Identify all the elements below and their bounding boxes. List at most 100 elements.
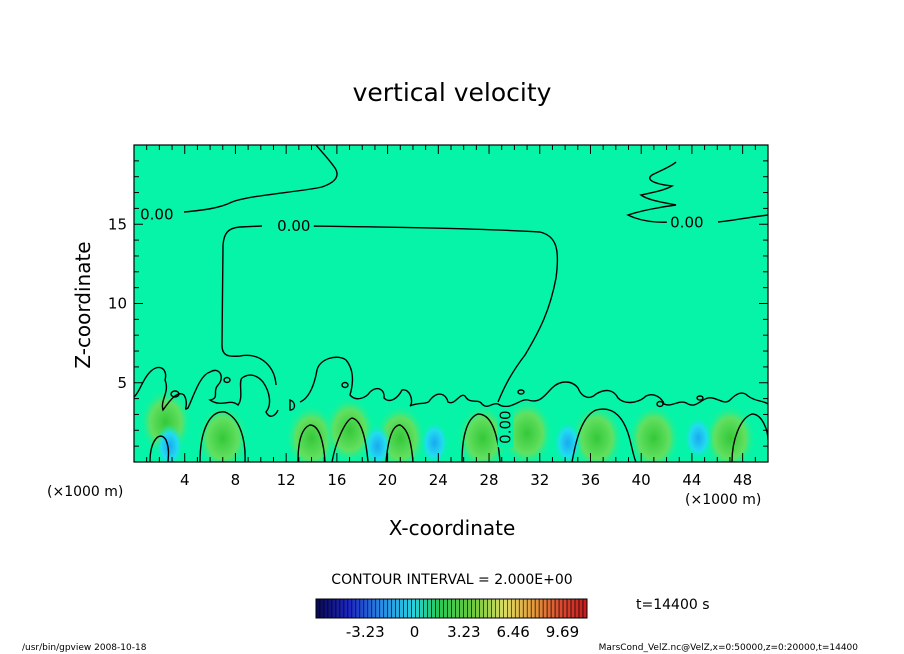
colorbar-cell <box>566 598 572 619</box>
colorbar-cell <box>503 598 508 619</box>
y-tick-label: 5 <box>117 374 127 392</box>
colorbar-cell <box>455 598 460 619</box>
colorbar: -3.23 0 3.23 6.46 9.69 <box>315 598 588 641</box>
contour-label-1: 0.00 <box>277 217 310 235</box>
contour-label-3: 0.00 <box>497 410 515 443</box>
x-tick-label: 16 <box>327 471 346 489</box>
x-tick-label: 36 <box>581 471 600 489</box>
colorbar-cell <box>562 598 568 619</box>
colorbar-cell <box>483 598 488 619</box>
x-tick-label: 20 <box>378 471 397 489</box>
colorbar-cell <box>487 598 492 619</box>
colorbar-cell <box>499 598 504 619</box>
contour-label-2: 0.00 <box>670 214 703 232</box>
contour-lines <box>134 145 768 462</box>
colorbar-cell <box>506 598 512 619</box>
colorbar-cell <box>538 598 544 619</box>
colorbar-cell <box>351 598 357 619</box>
contour-label-bg-3 <box>497 407 514 448</box>
colorbar-cell <box>323 598 329 619</box>
colorbar-cell <box>574 598 580 619</box>
contour-zero-central <box>221 225 559 403</box>
colorbar-cell <box>375 598 381 619</box>
colorbar-cell <box>399 598 404 619</box>
colorbar-cell <box>419 598 424 619</box>
colorbar-tick-label: 3.23 <box>447 623 480 641</box>
colorbar-cell <box>431 598 436 619</box>
contour-interval-text: CONTOUR INTERVAL = 2.000E+00 <box>331 572 572 588</box>
shade-positive-6 <box>501 399 554 462</box>
y-axis-label: Z-coordinate <box>71 241 95 368</box>
colorbar-ticks: -3.23 0 3.23 6.46 9.69 <box>346 623 579 641</box>
colorbar-cell <box>542 598 548 619</box>
colorbar-cell <box>443 598 448 619</box>
colorbar-cell <box>395 598 400 619</box>
colorbar-cell <box>471 598 476 619</box>
colorbar-tick-label: -3.23 <box>346 623 385 641</box>
contour-small-2 <box>223 376 231 384</box>
colorbar-cell <box>570 598 576 619</box>
colorbar-cell <box>383 598 389 619</box>
colorbar-cell <box>339 598 345 619</box>
colorbar-cell <box>495 598 500 619</box>
x-tick-label: 32 <box>530 471 549 489</box>
contour-zero-top-right <box>626 161 768 223</box>
shade-negative-1 <box>363 424 392 462</box>
colorbar-cell <box>558 598 564 619</box>
colorbar-cell <box>459 598 464 619</box>
colorbar-cell <box>371 598 377 619</box>
colorbar-cell <box>439 598 444 619</box>
colorbar-cell <box>522 598 528 619</box>
colorbar-cell <box>467 598 472 619</box>
colorbar-cell <box>491 598 496 619</box>
colorbar-cell <box>423 598 428 619</box>
colorbar-cell <box>451 598 456 619</box>
colorbar-cell <box>391 598 397 619</box>
colorbar-cell <box>582 598 588 619</box>
colorbar-cell <box>526 598 532 619</box>
contour-small-5 <box>696 395 704 401</box>
time-label: t=14400 s <box>636 597 710 613</box>
contour-small-4 <box>656 400 664 408</box>
colorbar-cells <box>315 598 588 619</box>
colorbar-cell <box>315 598 321 619</box>
contour-low-band <box>134 356 768 417</box>
y-axis-ticks: 5 10 15 <box>108 160 768 447</box>
colorbar-tick-label: 0 <box>410 623 420 641</box>
colorbar-cell <box>415 598 420 619</box>
colorbar-cell <box>578 598 584 619</box>
contour-label-bg-0 <box>136 206 177 223</box>
contour-bottom-lobes <box>149 408 768 462</box>
colorbar-cell <box>530 598 536 619</box>
contour-small-6 <box>341 381 349 389</box>
colorbar-cell <box>554 598 560 619</box>
colorbar-cell <box>514 598 520 619</box>
shade-negative-2 <box>420 420 449 462</box>
y-tick-label: 10 <box>108 295 127 313</box>
x-tick-label: 28 <box>479 471 498 489</box>
colorbar-tick-label: 6.46 <box>496 623 529 641</box>
contour-small-1 <box>170 390 180 398</box>
shade-positive-7 <box>570 404 623 462</box>
x-tick-label: 8 <box>231 471 241 489</box>
colorbar-cell <box>546 598 552 619</box>
x-tick-label: 40 <box>632 471 651 489</box>
colorbar-cell <box>479 598 484 619</box>
shade-positive-8 <box>627 404 680 462</box>
x-unit-left: (×1000 m) <box>47 484 123 500</box>
chart-title: vertical velocity <box>353 78 552 107</box>
colorbar-cell <box>343 598 349 619</box>
colorbar-cell <box>518 598 524 619</box>
colorbar-cell <box>407 598 412 619</box>
colorbar-cell <box>403 598 408 619</box>
plot-area: 0.000.00 0.000.00 4 8 12 16 20 24 28 32 36 40 44 48 … <box>108 144 769 489</box>
x-axis-label: X-coordinate <box>389 516 516 540</box>
shade-negative-4 <box>684 416 713 461</box>
contour-labels: 0.00 0.00 0.00 0.00 <box>136 206 707 448</box>
colorbar-cell <box>335 598 341 619</box>
colorbar-cell <box>319 598 325 619</box>
contour-zero-top-left <box>183 145 338 213</box>
colorbar-cell <box>387 598 393 619</box>
y-tick-label: 15 <box>108 215 127 233</box>
colorbar-cell <box>427 598 432 619</box>
